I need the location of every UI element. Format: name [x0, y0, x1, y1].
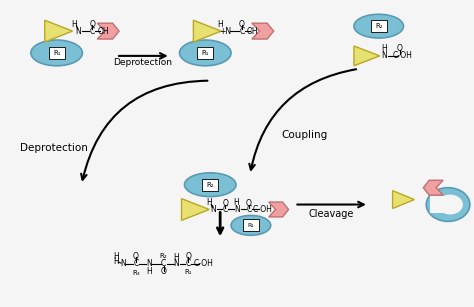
FancyBboxPatch shape	[197, 47, 213, 59]
Text: Coupling: Coupling	[281, 130, 328, 140]
Ellipse shape	[31, 40, 82, 66]
Text: N: N	[120, 259, 126, 269]
Polygon shape	[45, 20, 73, 42]
Text: R₁: R₁	[53, 50, 60, 56]
Text: O: O	[397, 45, 402, 53]
Polygon shape	[354, 46, 380, 66]
Text: C: C	[246, 205, 252, 214]
Polygon shape	[193, 20, 221, 42]
Ellipse shape	[426, 188, 470, 221]
Text: N: N	[146, 259, 152, 269]
Text: C: C	[186, 259, 191, 269]
Text: N: N	[381, 51, 386, 60]
Polygon shape	[269, 202, 289, 217]
Text: R₂: R₂	[375, 23, 383, 29]
Text: R₃: R₃	[132, 270, 140, 276]
Text: N: N	[75, 27, 82, 36]
Text: O: O	[222, 199, 228, 208]
FancyBboxPatch shape	[371, 20, 387, 32]
Text: O: O	[90, 20, 95, 29]
Text: O: O	[133, 251, 139, 261]
Polygon shape	[97, 23, 119, 39]
Text: C: C	[90, 27, 95, 36]
Text: N: N	[210, 205, 216, 214]
Polygon shape	[430, 196, 448, 213]
Polygon shape	[252, 23, 273, 39]
Ellipse shape	[180, 40, 231, 66]
Text: H: H	[206, 198, 212, 207]
Polygon shape	[182, 199, 209, 220]
Text: N: N	[173, 259, 180, 269]
Polygon shape	[423, 180, 443, 195]
Text: C-OH: C-OH	[253, 205, 273, 214]
Text: C-OH: C-OH	[392, 51, 412, 60]
Text: C: C	[161, 259, 166, 269]
Text: O: O	[185, 251, 191, 261]
Text: R₁: R₁	[247, 223, 254, 228]
Text: C-OH: C-OH	[193, 259, 213, 269]
Text: H: H	[113, 251, 119, 261]
Text: OH: OH	[247, 27, 259, 36]
Text: Deprotection: Deprotection	[113, 58, 173, 67]
Text: H: H	[146, 267, 152, 276]
FancyBboxPatch shape	[49, 47, 64, 59]
Ellipse shape	[354, 14, 403, 38]
Text: O: O	[239, 20, 245, 29]
Text: O: O	[161, 267, 166, 276]
Text: +N: +N	[219, 27, 231, 36]
Ellipse shape	[231, 216, 271, 235]
Text: C: C	[239, 27, 245, 36]
Text: R₁: R₁	[201, 50, 209, 56]
Ellipse shape	[437, 195, 463, 215]
Text: H: H	[113, 257, 119, 266]
Text: R₂: R₂	[207, 182, 214, 188]
Text: H: H	[173, 253, 180, 262]
Text: H: H	[217, 20, 223, 29]
Polygon shape	[392, 191, 414, 208]
Text: H: H	[233, 198, 239, 207]
Text: C: C	[222, 205, 228, 214]
Text: C: C	[133, 259, 138, 269]
Ellipse shape	[184, 173, 236, 196]
FancyBboxPatch shape	[202, 179, 218, 191]
Text: H: H	[381, 45, 386, 53]
Text: R₂: R₂	[160, 253, 167, 259]
Text: Deprotection: Deprotection	[20, 143, 88, 153]
Text: R₁: R₁	[185, 269, 192, 275]
FancyBboxPatch shape	[243, 220, 259, 231]
Text: H: H	[72, 20, 77, 29]
Text: O: O	[246, 199, 252, 208]
Text: N: N	[234, 205, 240, 214]
Text: Cleavage: Cleavage	[309, 209, 354, 220]
Text: OH: OH	[98, 27, 109, 36]
